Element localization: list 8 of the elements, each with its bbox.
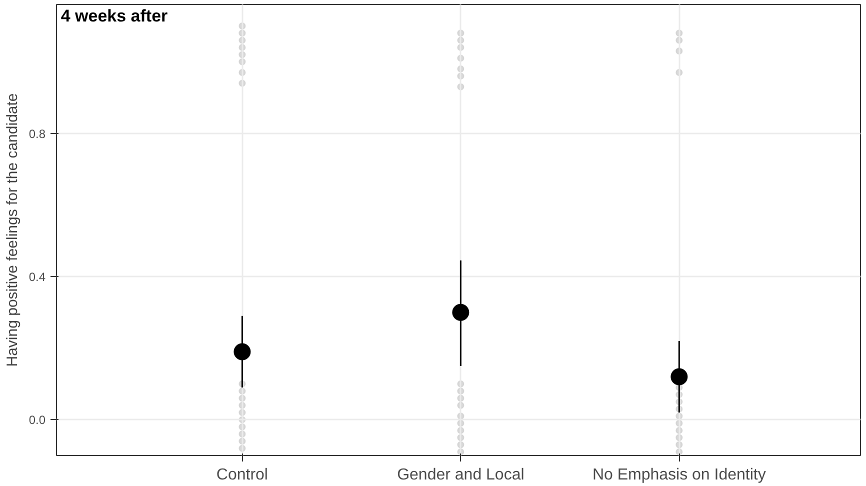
y-tick-label: 0.8 [28,126,46,141]
y-tick-label: 0.0 [28,413,46,428]
x-tick-label: No Emphasis on Identity [592,466,766,484]
x-tick-label: Gender and Local [397,466,524,484]
y-tick-label: 0.4 [28,270,46,284]
x-tick-label: Control [216,466,268,484]
y-axis-title: Having positive feelings for the candidate [4,93,21,367]
chart-title: 4 weeks after [60,6,168,26]
